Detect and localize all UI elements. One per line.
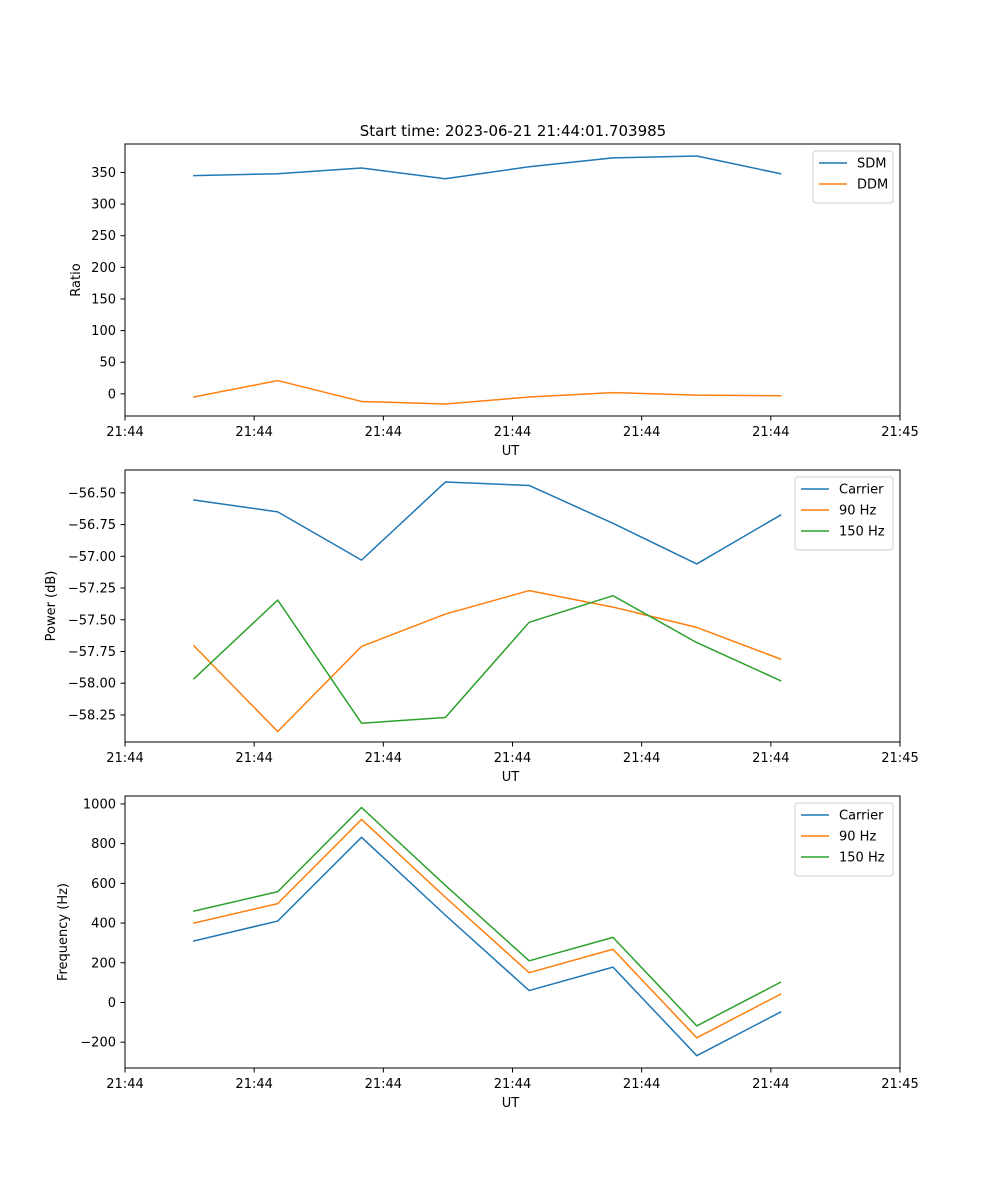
y-tick-label: 0 — [108, 996, 116, 1011]
x-tick-label: 21:44 — [106, 425, 143, 440]
x-tick-label: 21:44 — [494, 751, 531, 766]
x-tick-label: 21:44 — [365, 1077, 402, 1092]
figure-title: Start time: 2023-06-21 21:44:01.703985 — [360, 122, 666, 140]
y-tick-label: 300 — [91, 198, 116, 213]
x-tick-label: 21:44 — [752, 1077, 789, 1092]
y-tick-label: −57.00 — [68, 550, 116, 565]
series-line-150-hz — [192, 594, 782, 724]
x-axis-label: UT — [502, 770, 520, 785]
series-line-carrier — [193, 481, 782, 565]
series-line-sdm — [193, 155, 782, 180]
y-tick-label: 200 — [91, 261, 116, 276]
plots: 21:44 21:44 21:44 21:44 21:44 21:44 21:45 0 50 10… — [44, 143, 919, 1111]
y-tick-label: −56.50 — [68, 486, 116, 501]
y-tick-label: −200 — [80, 1036, 116, 1051]
y-tick-label: −56.75 — [68, 518, 116, 533]
legend-label: 150 Hz — [839, 851, 885, 866]
legend-label: Carrier — [839, 809, 884, 824]
legend-label: Carrier — [839, 483, 884, 498]
x-tick-label: 21:44 — [106, 751, 143, 766]
y-tick-label: −57.25 — [68, 582, 116, 597]
subplot-2: 21:44 21:44 21:44 21:44 21:44 21:44 21:45 −56.5… — [44, 469, 919, 785]
subplot-1: 21:44 21:44 21:44 21:44 21:44 21:44 21:45 0 50 10… — [69, 143, 919, 459]
x-tick-label: 21:44 — [494, 425, 531, 440]
legend-label: SDM — [857, 157, 886, 172]
legend: SDM DDM — [812, 150, 894, 204]
y-tick-label: −58.25 — [68, 708, 116, 723]
x-axis-label: UT — [502, 1096, 520, 1111]
legend-label: DDM — [857, 178, 888, 193]
x-tick-label: 21:44 — [623, 751, 660, 766]
x-tick-label: 21:44 — [365, 425, 402, 440]
y-tick-label: −57.50 — [68, 613, 116, 628]
y-tick-label: 1000 — [83, 797, 116, 812]
legend-label: 150 Hz — [839, 525, 885, 540]
x-tick-label: 21:45 — [881, 751, 918, 766]
y-tick-label: 50 — [99, 356, 116, 371]
legend-label: 90 Hz — [839, 504, 876, 519]
y-axis-label: Ratio — [69, 263, 84, 296]
subplot-3: 21:44 21:44 21:44 21:44 21:44 21:44 21:45 −200 0… — [56, 795, 919, 1111]
legend-box — [812, 150, 894, 204]
y-tick-label: 200 — [91, 956, 116, 971]
x-tick-label: 21:44 — [623, 1077, 660, 1092]
x-tick-label: 21:44 — [752, 751, 789, 766]
series-line-carrier — [192, 836, 782, 1057]
x-tick-label: 21:44 — [235, 1077, 272, 1092]
series-line-150-hz — [192, 806, 782, 1027]
x-tick-label: 21:44 — [235, 751, 272, 766]
y-tick-label: 800 — [91, 837, 116, 852]
y-tick-label: −57.75 — [68, 645, 116, 660]
x-tick-label: 21:44 — [365, 751, 402, 766]
y-tick-label: 350 — [91, 166, 116, 181]
y-tick-label: 0 — [108, 387, 116, 402]
y-tick-label: 100 — [91, 324, 116, 339]
series-line-ddm — [193, 379, 782, 405]
x-axis-label: UT — [502, 444, 520, 459]
x-tick-label: 21:44 — [623, 425, 660, 440]
x-tick-label: 21:45 — [881, 425, 918, 440]
legend: Carrier 90 Hz 150 Hz — [794, 802, 894, 877]
y-axis-label: Power (dB) — [44, 571, 59, 642]
x-tick-label: 21:44 — [494, 1077, 531, 1092]
x-tick-label: 21:44 — [752, 425, 789, 440]
x-tick-label: 21:45 — [881, 1077, 918, 1092]
y-tick-label: −58.00 — [68, 677, 116, 692]
y-tick-label: 600 — [91, 877, 116, 892]
series-line-90-hz — [192, 589, 782, 733]
legend-label: 90 Hz — [839, 830, 876, 845]
x-tick-label: 21:44 — [106, 1077, 143, 1092]
series-line-90-hz — [192, 818, 782, 1039]
y-tick-label: 250 — [91, 229, 116, 244]
y-tick-label: 400 — [91, 917, 116, 932]
legend: Carrier 90 Hz 150 Hz — [794, 476, 894, 551]
y-tick-label: 150 — [91, 292, 116, 307]
y-axis-label: Frequency (Hz) — [56, 883, 71, 981]
x-tick-label: 21:44 — [235, 425, 272, 440]
